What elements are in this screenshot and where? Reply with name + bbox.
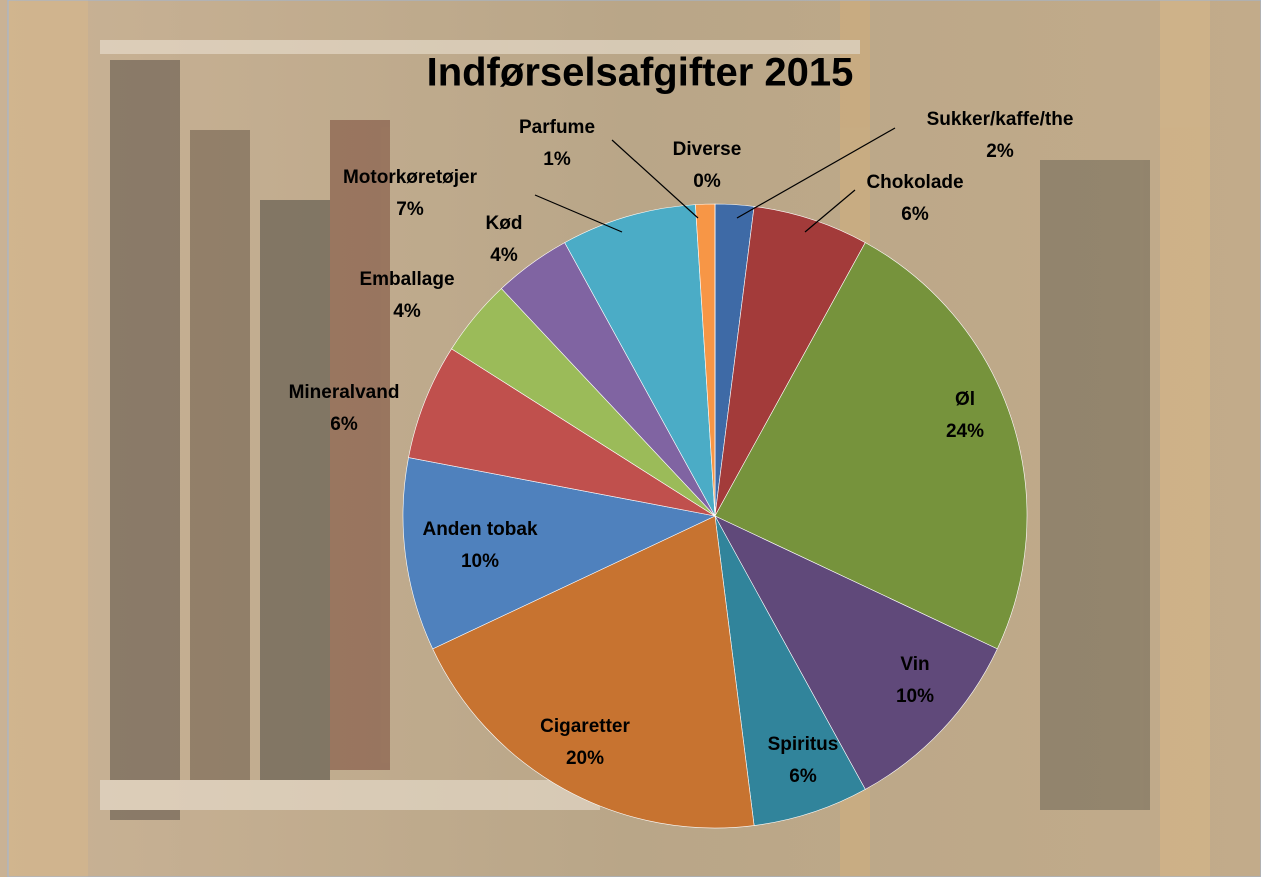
slice-label: Spiritus xyxy=(768,734,839,755)
leader-line xyxy=(611,139,699,219)
slice-value-label: 1% xyxy=(543,149,571,170)
slice-label: Motorkøretøjer xyxy=(343,167,478,188)
slice-value-label: 0% xyxy=(693,171,721,192)
slice-label: Anden tobak xyxy=(422,519,537,540)
slice-label: Vin xyxy=(900,654,929,675)
slice-label: Cigaretter xyxy=(540,716,630,737)
chart-title: Indførselsafgifter 2015 xyxy=(427,51,854,95)
slice-label: Chokolade xyxy=(866,172,963,193)
slice-value-label: 4% xyxy=(490,245,518,266)
pie-slice xyxy=(714,242,1028,650)
slice-value-label: 24% xyxy=(946,421,984,442)
slice-label: Diverse xyxy=(673,139,742,160)
leader-line xyxy=(736,127,896,219)
slice-value-label: 6% xyxy=(789,766,817,787)
pie-slice xyxy=(564,204,716,517)
slice-label: Parfume xyxy=(519,117,595,138)
slice-label: Kød xyxy=(486,213,523,234)
pie-slice xyxy=(402,457,716,650)
slice-label: Øl xyxy=(955,389,975,410)
slice-value-label: 6% xyxy=(901,204,929,225)
background-photo xyxy=(8,0,1210,877)
slice-label: Mineralvand xyxy=(289,382,400,403)
slice-value-label: 10% xyxy=(896,686,934,707)
slice-value-label: 20% xyxy=(566,748,604,769)
frame xyxy=(7,0,1261,877)
slice-label: Emballage xyxy=(359,269,454,290)
slice-value-label: 7% xyxy=(396,199,424,220)
pie-slice xyxy=(714,515,998,790)
slice-value-label: 2% xyxy=(986,141,1014,162)
leader-line xyxy=(804,189,856,233)
leader-line xyxy=(534,194,623,233)
pie-slice xyxy=(432,515,755,829)
slice-value-label: 10% xyxy=(461,551,499,572)
slice-label: Sukker/kaffe/the xyxy=(927,109,1074,130)
slice-value-label: 4% xyxy=(393,301,421,322)
slice-value-label: 6% xyxy=(330,414,358,435)
